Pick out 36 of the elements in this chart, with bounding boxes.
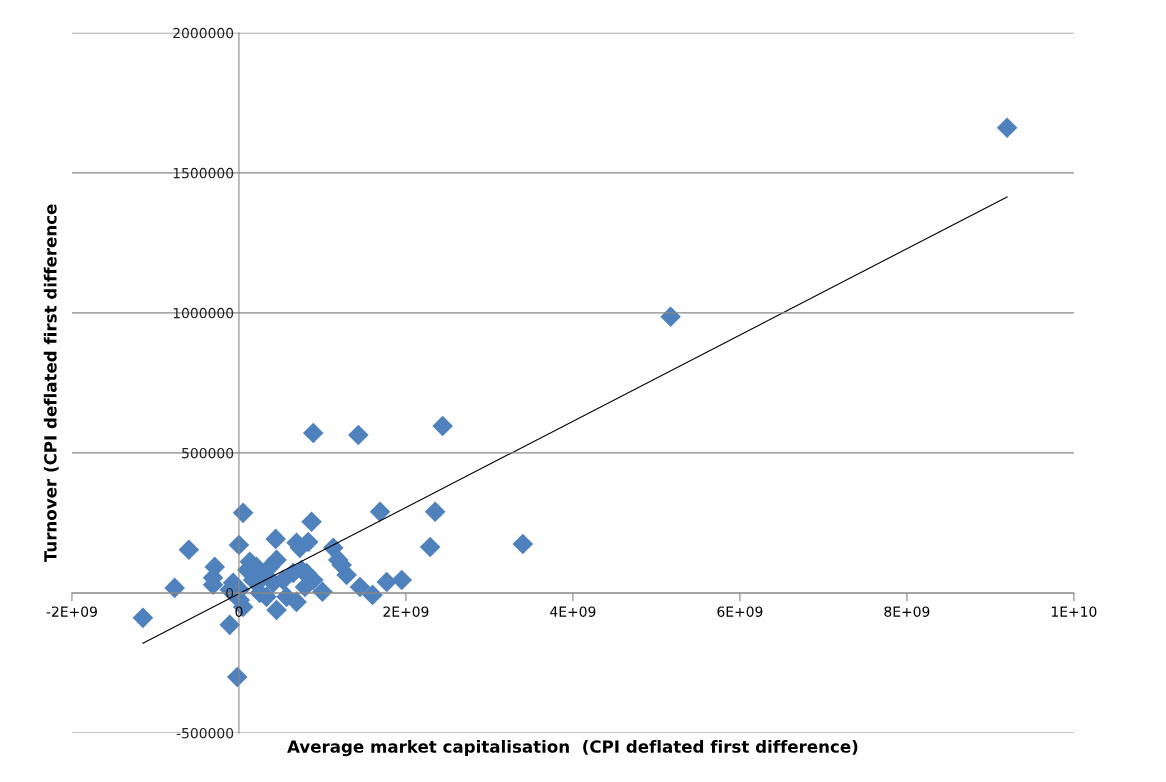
x-tick-label: 8E+09 (884, 606, 930, 617)
point (336, 564, 357, 586)
x-tick-label: -2E+09 (46, 606, 97, 617)
point (432, 415, 453, 437)
point (391, 569, 413, 591)
y-axis-title: Turnover (CPI deflated first difference (43, 204, 59, 563)
point (512, 533, 534, 555)
point (265, 528, 286, 550)
point (286, 591, 307, 613)
point (996, 117, 1018, 139)
point (348, 424, 369, 446)
x-tick-label: 4E+09 (550, 606, 596, 617)
point (266, 599, 287, 621)
y-tick-label: 1000000 (173, 307, 234, 319)
x-tick-label: 0 (235, 606, 243, 617)
point (164, 577, 185, 599)
point (294, 576, 316, 598)
point (349, 576, 371, 598)
point (178, 539, 200, 561)
x-axis-title: Average market capitalisation (CPI deflated first difference) (287, 739, 858, 757)
x-tick-label: 2E+09 (383, 606, 429, 617)
y-tick-label: 0 (226, 587, 234, 599)
point (232, 502, 254, 524)
point (302, 422, 324, 444)
point (376, 571, 398, 593)
x-tick-label: 1E+10 (1051, 606, 1097, 617)
y-tick-label: -500000 (176, 727, 234, 739)
point (132, 607, 154, 629)
point (424, 501, 446, 523)
y-tick-label: 500000 (182, 447, 234, 459)
point (369, 501, 391, 523)
y-tick-label: 1500000 (173, 167, 234, 179)
y-tick-label: 2000000 (173, 27, 234, 39)
point (419, 536, 441, 558)
point (301, 511, 322, 533)
x-tick-label: 6E+09 (717, 606, 763, 617)
